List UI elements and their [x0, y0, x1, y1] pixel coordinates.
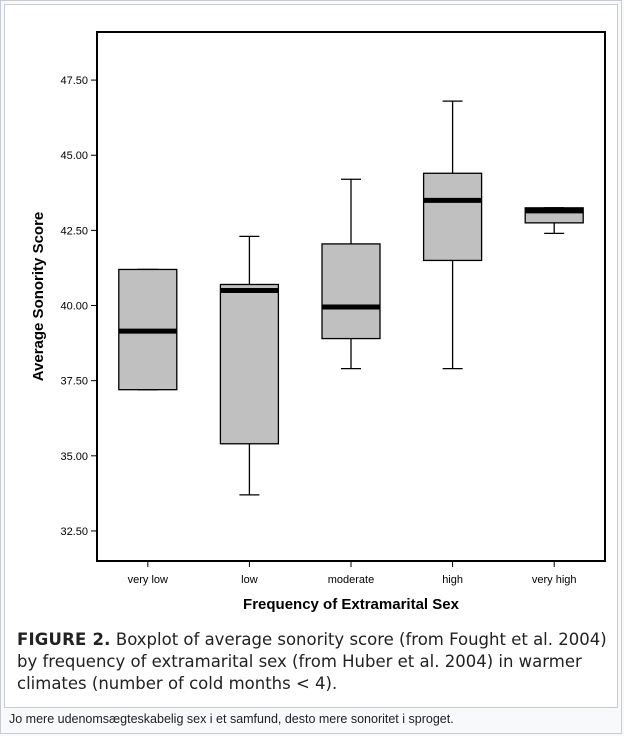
box-iqr — [422, 172, 483, 262]
figure-caption-text: Boxplot of average sonority score (from … — [17, 630, 607, 693]
box-iqr — [321, 243, 381, 340]
x-tick-label: very low — [128, 574, 168, 586]
y-axis-label: Average Sonority Score — [30, 212, 47, 382]
x-tick-label: low — [241, 574, 258, 586]
y-tick-label: 35.00 — [60, 451, 88, 463]
figure-caption: FIGURE 2. Boxplot of average sonority sc… — [17, 629, 613, 695]
x-tick-label: moderate — [328, 574, 374, 586]
y-tick-label: 32.50 — [60, 526, 88, 538]
thumb-caption: Jo mere udenomsægteskabelig sex i et sam… — [9, 712, 454, 726]
y-tick-label: 45.00 — [60, 150, 88, 162]
box-very-low — [118, 268, 178, 391]
y-axis: 32.50 35.00 37.50 40.00 42.50 45.00 47.50 — [60, 75, 97, 538]
box-iqr — [219, 283, 280, 445]
x-tick-label: high — [442, 574, 463, 586]
box-low — [219, 235, 280, 496]
figure-label: FIGURE 2. — [17, 630, 111, 649]
x-axis-label: Frequency of Extramarital Sex — [243, 596, 460, 613]
box-very-high — [524, 207, 584, 235]
y-tick-label: 42.50 — [60, 225, 88, 237]
box-moderate — [321, 178, 381, 370]
figure-image: 32.50 35.00 37.50 40.00 42.50 45.00 47.50 very… — [4, 4, 618, 708]
x-tick-label: very high — [532, 574, 577, 586]
x-axis: very low low moderate high very high — [128, 561, 577, 586]
box-high — [422, 100, 483, 370]
y-tick-label: 40.00 — [60, 301, 88, 313]
y-tick-label: 47.50 — [60, 75, 88, 87]
y-tick-label: 37.50 — [60, 376, 88, 388]
boxplot-chart: 32.50 35.00 37.50 40.00 42.50 45.00 47.50 very… — [30, 31, 606, 613]
boxes-group — [118, 100, 584, 496]
